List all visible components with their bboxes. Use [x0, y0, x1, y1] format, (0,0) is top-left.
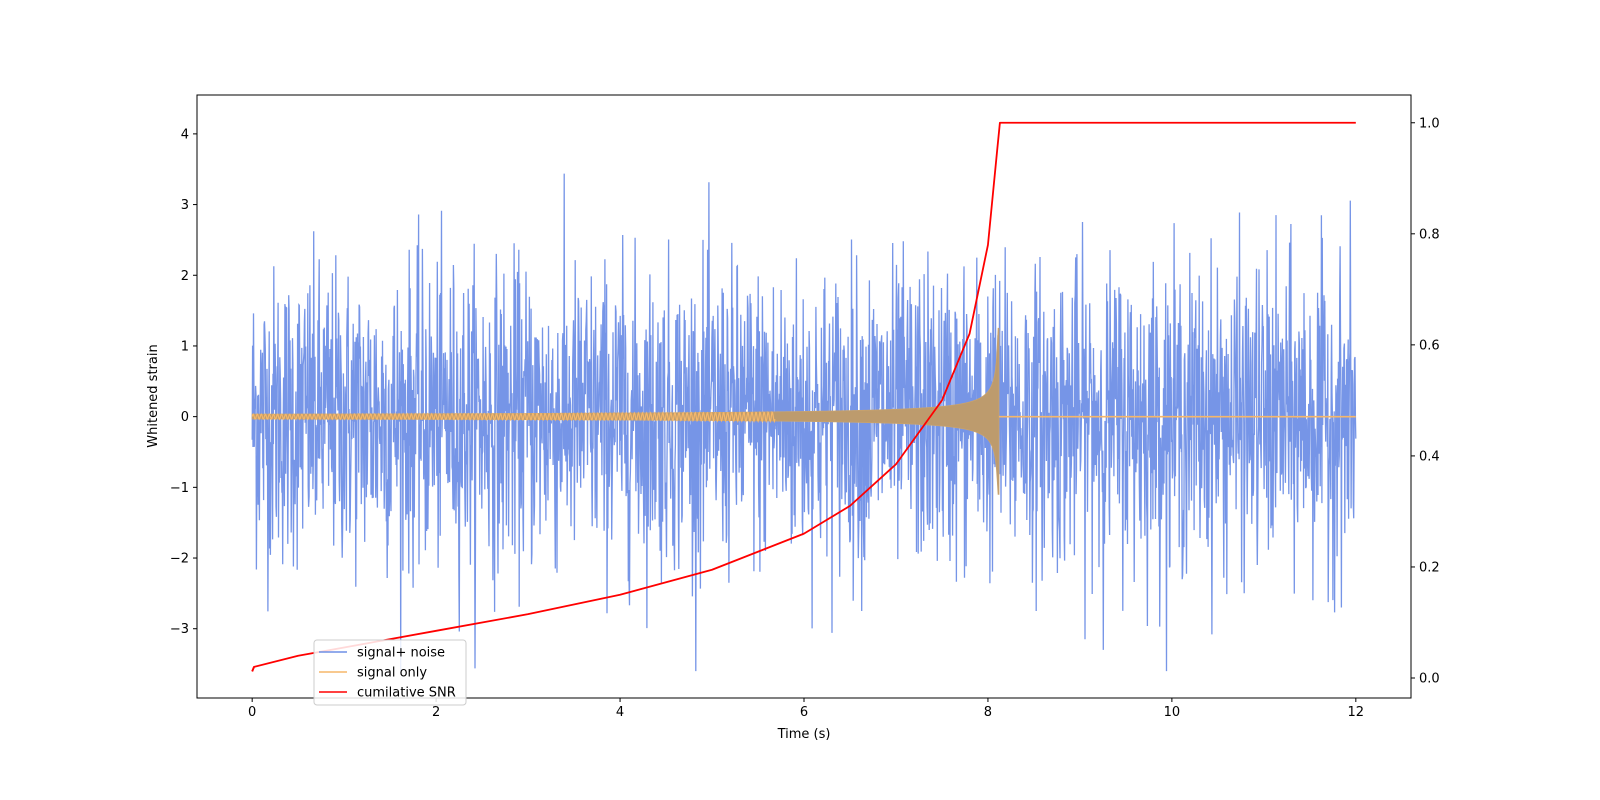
legend-box [313, 639, 467, 706]
signal-noise-line [251, 173, 1357, 672]
y-tick-label: 3 [181, 198, 189, 213]
y2-axis-ticks: 0.0 0.2 0.4 0.6 0.8 1.0 [1411, 116, 1440, 687]
x-tick-label: 12 [1348, 705, 1365, 720]
plot-area [251, 121, 1357, 672]
y2-tick-label: 0.0 [1419, 672, 1440, 687]
legend-label-cumulative-snr: cumilative SNR [357, 686, 456, 701]
legend-label-signal-only: signal only [357, 666, 427, 681]
x-tick-label: 8 [984, 705, 992, 720]
series-signal-noise [251, 173, 1357, 672]
y-tick-label: 1 [181, 339, 189, 354]
cumulative-snr-start [251, 666, 255, 672]
y-axis-ticks: −3 −2 −1 0 1 2 3 4 [170, 127, 197, 637]
y2-tick-label: 1.0 [1419, 116, 1440, 131]
x-axis-label: Time (s) [777, 727, 831, 742]
y-tick-label: −3 [170, 622, 189, 637]
y2-tick-label: 0.6 [1419, 338, 1440, 353]
signal-only-line [251, 410, 776, 424]
y-tick-label: 2 [181, 269, 189, 284]
y-axis-label: Whitened strain [146, 344, 161, 447]
x-tick-label: 6 [800, 705, 808, 720]
y-tick-label: −2 [170, 552, 189, 567]
y-tick-label: −1 [170, 481, 189, 496]
x-tick-label: 2 [432, 705, 440, 720]
y2-tick-label: 0.4 [1419, 449, 1440, 464]
x-tick-label: 10 [1164, 705, 1181, 720]
legend: signal+ noise signal only cumilative SNR [313, 639, 467, 706]
y-tick-label: 4 [181, 127, 189, 142]
series-signal-only [251, 327, 1356, 495]
y2-tick-label: 0.8 [1419, 227, 1440, 242]
x-tick-label: 4 [616, 705, 624, 720]
x-tick-label: 0 [248, 705, 256, 720]
y2-tick-label: 0.2 [1419, 560, 1440, 575]
legend-label-signal-noise: signal+ noise [357, 646, 445, 661]
y-tick-label: 0 [181, 410, 189, 425]
